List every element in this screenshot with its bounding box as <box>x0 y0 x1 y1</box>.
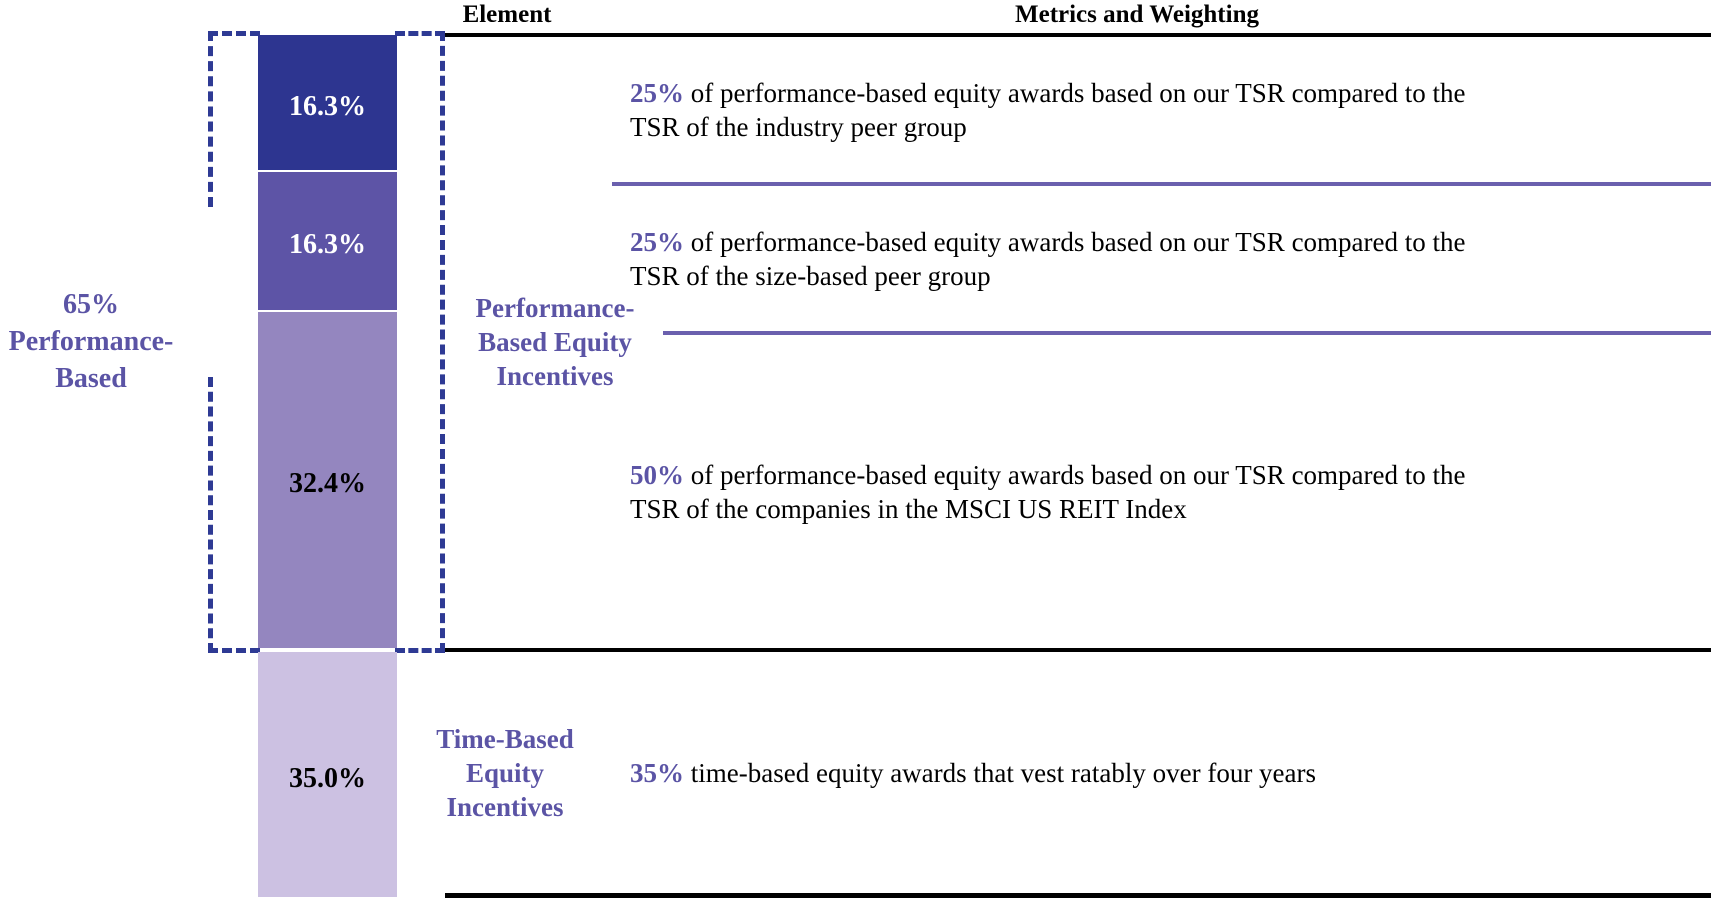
time-element-line-3: Incentives <box>446 792 564 822</box>
performance-element-line-3: Incentives <box>496 361 614 391</box>
bar-segment-time-based: 35.0% <box>258 652 397 897</box>
metric-3-line-2: TSR of the companies in the MSCI US REIT… <box>630 493 1187 524</box>
total-label-line-3: Based <box>55 363 127 394</box>
performance-time-separator-rule <box>445 648 1711 652</box>
bar-segment-2-value: 16.3% <box>289 229 366 260</box>
total-label-line-2: Performance- <box>8 326 174 357</box>
metric-2-text: of performance-based equity awards based… <box>690 226 1466 257</box>
bracket-left-upper-dash <box>208 31 213 207</box>
metric-4-line-1: 35% time-based equity awards that vest r… <box>630 756 1595 790</box>
bar-segment-msci-reit-tsr: 32.4% <box>258 312 397 648</box>
time-element-line-1: Time-Based <box>436 724 574 754</box>
bracket-top-right-dash <box>395 31 445 36</box>
bar-segment-3-value: 32.4% <box>289 468 366 499</box>
table-bottom-rule <box>445 893 1711 898</box>
metric-msci-us-reit-index: 50% of performance-based equity awards b… <box>630 335 1595 648</box>
performance-based-total-label: 65% Performance- Based <box>0 33 182 650</box>
bar-segment-industry-peer-tsr: 16.3% <box>258 35 397 170</box>
metric-1-line-1: 25% of performance-based equity awards b… <box>630 76 1595 110</box>
bracket-right-dash <box>440 31 445 653</box>
performance-element-line-1: Performance- <box>475 293 635 323</box>
metrics-divider-rule-1 <box>612 182 1711 186</box>
bar-segment-size-peer-tsr: 16.3% <box>258 172 397 310</box>
metric-industry-peer-group: 25% of performance-based equity awards b… <box>630 37 1595 182</box>
metric-1-text: of performance-based equity awards based… <box>690 77 1466 108</box>
bracket-top-left-dash <box>208 31 260 36</box>
metric-size-based-peer-group: 25% of performance-based equity awards b… <box>630 186 1595 331</box>
metric-2-line-2: TSR of the size-based peer group <box>630 260 991 291</box>
metric-4-text: time-based equity awards that vest ratab… <box>690 757 1317 788</box>
metric-3-weight: 50% <box>630 459 684 490</box>
time-element-line-2: Equity <box>465 758 545 788</box>
bracket-left-lower-dash <box>208 377 213 653</box>
metrics-divider-rule-2 <box>663 331 1711 335</box>
header-underline-rule <box>445 33 1711 37</box>
element-time-based-equity-incentives: Time-Based Equity Incentives <box>405 653 605 893</box>
element-column-header: Element <box>462 1 552 28</box>
bracket-bottom-left-dash <box>208 648 260 653</box>
metric-3-text: of performance-based equity awards based… <box>690 459 1466 490</box>
metric-2-line-1: 25% of performance-based equity awards b… <box>630 225 1595 259</box>
metric-3-line-1: 50% of performance-based equity awards b… <box>630 458 1595 492</box>
bracket-bottom-right-dash <box>395 648 445 653</box>
element-performance-based-equity-incentives: Performance- Based Equity Incentives <box>445 37 665 647</box>
metric-2-weight: 25% <box>630 226 684 257</box>
metric-1-line-2: TSR of the industry peer group <box>630 111 967 142</box>
metric-time-based-vesting: 35% time-based equity awards that vest r… <box>630 652 1595 893</box>
performance-element-line-2: Based Equity <box>478 327 632 357</box>
bar-segment-1-value: 16.3% <box>289 90 366 122</box>
total-label-line-1: 65% <box>63 289 119 320</box>
metric-4-weight: 35% <box>630 757 684 788</box>
metrics-weighting-column-header: Metrics and Weighting <box>1015 1 1259 28</box>
bar-segment-4-value: 35.0% <box>289 762 366 794</box>
metric-1-weight: 25% <box>630 77 684 108</box>
